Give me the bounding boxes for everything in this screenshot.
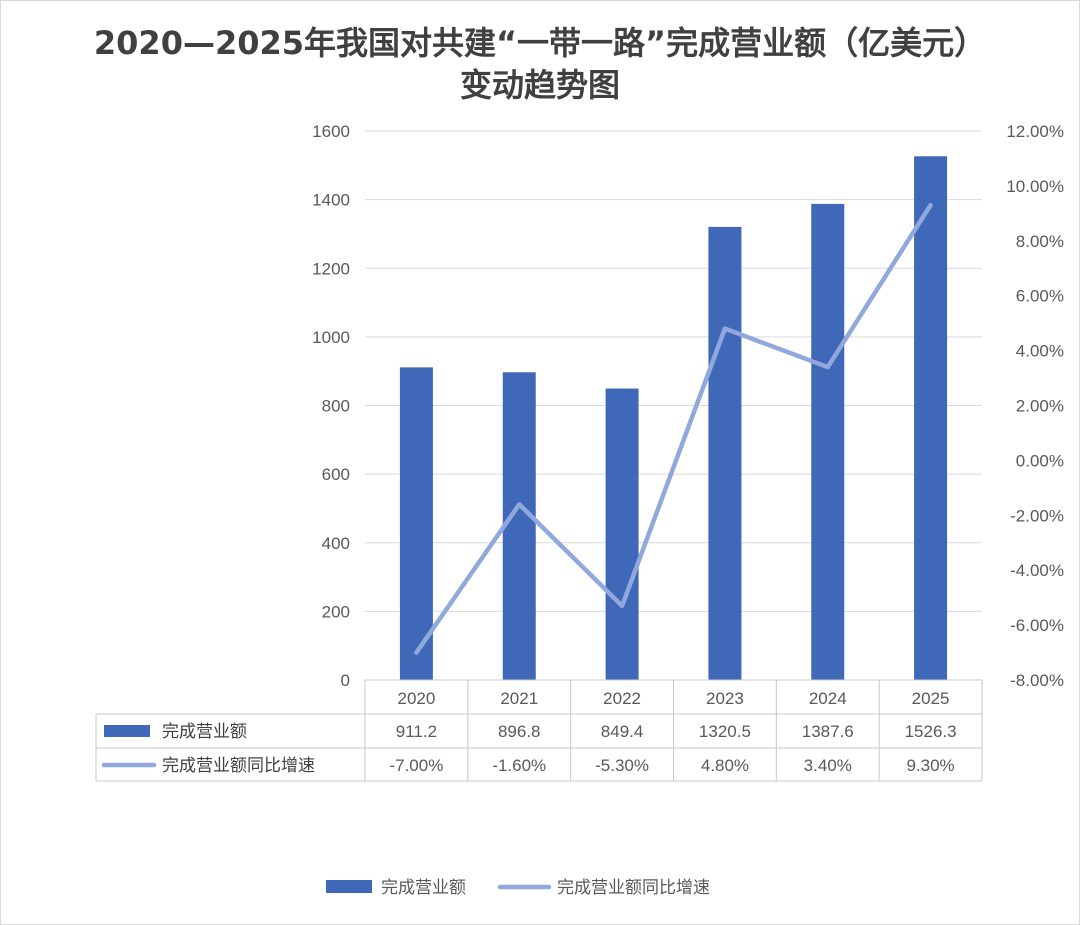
left-axis-tick-label: 800 [322, 397, 350, 416]
right-axis-tick-label: 10.00% [1006, 177, 1064, 196]
right-axis-tick-label: 2.00% [1016, 397, 1064, 416]
legend-key-bar [326, 880, 372, 893]
growth-rate-line [414, 202, 933, 655]
bar [811, 203, 845, 680]
category-label: 2022 [603, 689, 641, 708]
table-cell: -1.60% [492, 756, 546, 775]
category-label: 2021 [500, 689, 538, 708]
legend-label: 完成营业额同比增速 [557, 878, 710, 898]
right-axis-tick-label: 12.00% [1006, 122, 1064, 141]
bar [399, 367, 433, 680]
table-cell: 849.4 [601, 722, 644, 741]
category-label: 2020 [398, 689, 436, 708]
table-cell: -5.30% [595, 756, 649, 775]
table-cell: 911.2 [396, 722, 437, 741]
right-axis-tick-label: 0.00% [1016, 451, 1064, 470]
left-axis-tick-label: 400 [322, 534, 350, 553]
right-axis-tick-label: -6.00% [1010, 616, 1064, 635]
left-axis-tick-label: 600 [322, 465, 350, 484]
right-axis-tick-label: -4.00% [1010, 561, 1064, 580]
left-axis-tick-label: 1400 [312, 191, 350, 210]
chart-title: 2020—2025年我国对共建“一带一路”完成营业额（亿美元）变动趋势图 [93, 24, 987, 104]
bar [502, 372, 536, 680]
table-row-label: 完成营业额同比增速 [162, 756, 315, 776]
table-cell: 1320.5 [699, 722, 751, 741]
table-cell: 896.8 [498, 722, 541, 741]
left-axis-tick-label: 1000 [312, 328, 350, 347]
right-axis-tick-label: -2.00% [1010, 506, 1064, 525]
left-axis-tick-label: 1200 [312, 259, 350, 278]
right-axis-tick-label: -8.00% [1010, 671, 1064, 690]
table-row-label: 完成营业额 [162, 722, 247, 742]
table-cell: 3.40% [804, 756, 852, 775]
legend-label: 完成营业额 [381, 878, 466, 898]
right-axis-tick-label: 8.00% [1016, 232, 1064, 251]
left-axis-tick-label: 1600 [312, 122, 350, 141]
category-label: 2023 [706, 689, 744, 708]
right-axis-tick-label: 4.00% [1016, 342, 1064, 361]
category-label: 2024 [809, 689, 847, 708]
bar [605, 388, 639, 680]
table-cell: 1526.3 [905, 722, 957, 741]
right-axis-tick-label: 6.00% [1016, 287, 1064, 306]
table-cell: 4.80% [701, 756, 749, 775]
table-cell: 1387.6 [802, 722, 854, 741]
left-axis-tick-label: 200 [322, 602, 350, 621]
table-cell: 9.30% [906, 756, 954, 775]
category-label: 2025 [912, 689, 950, 708]
bar [708, 226, 742, 680]
table-key-bar [104, 725, 150, 737]
table-cell: -7.00% [389, 756, 443, 775]
left-axis-tick-label: 0 [341, 671, 350, 690]
bar [914, 156, 948, 680]
